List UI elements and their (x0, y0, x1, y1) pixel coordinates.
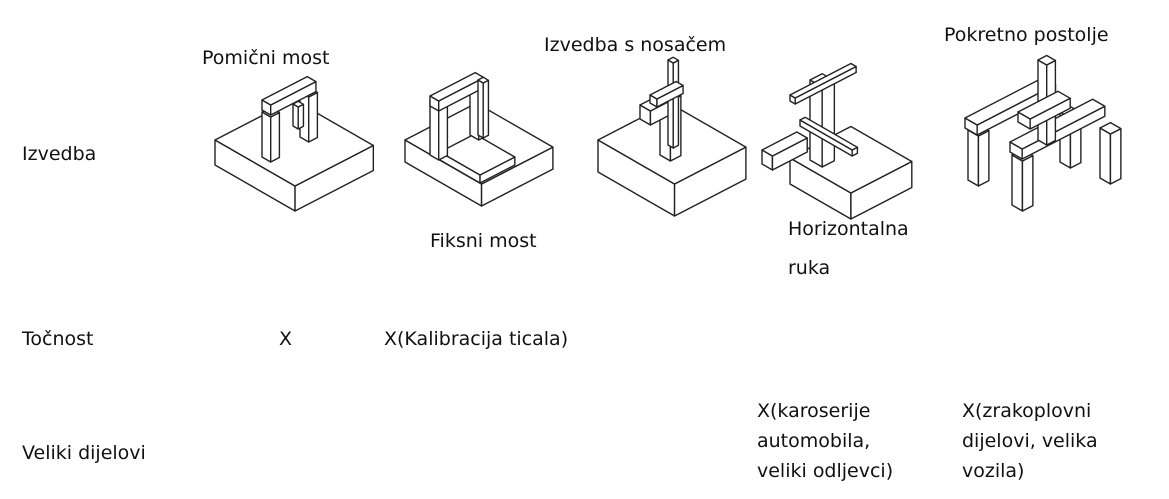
drawing-face (1017, 90, 1071, 120)
row-label: Veliki dijelovi (22, 442, 146, 464)
row-label: Izvedba (22, 143, 97, 165)
drawing-face (1109, 127, 1122, 185)
accuracy-cell: X(Kalibracija ticala) (384, 328, 569, 350)
drawing-face (261, 75, 317, 106)
drawing-face (1009, 98, 1106, 150)
drawing-face (1037, 54, 1057, 66)
machine-label: Pomični most (202, 47, 330, 69)
machine-label: Izvedba s nosačem (544, 34, 727, 56)
machine-label: Pokretno postolje (944, 24, 1109, 46)
drawing-face (667, 56, 680, 64)
machine-label: Horizontalna (788, 218, 909, 240)
machine-label: ruka (788, 257, 831, 279)
drawing-face (297, 103, 305, 130)
drawing-face (672, 59, 680, 149)
drawing-face (308, 91, 319, 143)
drawing-face (761, 131, 808, 157)
drawing-face (292, 100, 305, 108)
large-parts-cell: automobila, (757, 430, 871, 452)
drawing-face (292, 103, 299, 130)
drawing-face (789, 62, 857, 99)
large-parts-cell: X(zrakoplovni (962, 400, 1092, 422)
drawing-face (821, 79, 836, 168)
large-parts-cell: vozila) (962, 460, 1025, 482)
drawing-face (261, 111, 272, 163)
drawing-face (1099, 121, 1122, 135)
drawing-face (667, 59, 674, 149)
large-parts-cell: X(karoserije (757, 400, 871, 422)
drawing-face (270, 111, 281, 163)
drawing-face (1011, 154, 1024, 212)
drawing-face (967, 129, 980, 187)
drawing-face (1021, 154, 1034, 212)
drawing-face (649, 80, 684, 100)
drawing-face (477, 79, 484, 139)
drawing-face (977, 129, 990, 187)
drawing-face (482, 79, 490, 139)
large-parts-cell: dijelovi, velika (962, 430, 1098, 452)
machine-label: Fiksni most (430, 230, 537, 252)
drawing-face (477, 76, 490, 84)
drawing-face (1099, 127, 1112, 185)
large-parts-cell: veliki odljevci) (757, 460, 894, 482)
drawing-face (439, 133, 516, 176)
drawing-face (799, 116, 859, 151)
row-label: Točnost (22, 328, 94, 350)
accuracy-cell: X (279, 328, 293, 350)
